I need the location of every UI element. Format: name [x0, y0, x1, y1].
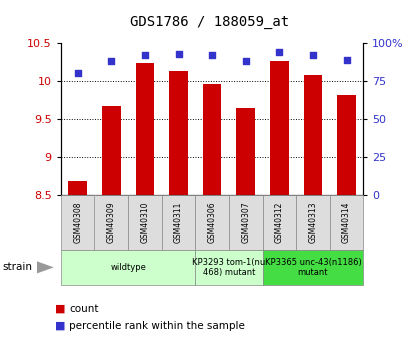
- Bar: [270, 61, 289, 195]
- Point: [310, 52, 316, 58]
- Text: GSM40312: GSM40312: [275, 202, 284, 243]
- Text: GSM40314: GSM40314: [342, 202, 351, 243]
- Point: [343, 57, 350, 62]
- Bar: [102, 106, 121, 195]
- Text: GSM40308: GSM40308: [73, 202, 82, 243]
- Polygon shape: [37, 262, 54, 273]
- Text: wildtype: wildtype: [110, 263, 146, 272]
- Text: count: count: [69, 304, 99, 314]
- Point: [175, 51, 182, 57]
- Text: KP3365 unc-43(n1186)
mutant: KP3365 unc-43(n1186) mutant: [265, 258, 361, 277]
- Bar: [236, 108, 255, 195]
- Bar: [304, 75, 322, 195]
- Point: [242, 59, 249, 64]
- Bar: [169, 71, 188, 195]
- Point: [74, 71, 81, 76]
- Point: [209, 52, 215, 58]
- Point: [108, 59, 115, 64]
- Point: [276, 49, 283, 55]
- Text: ■: ■: [55, 321, 65, 331]
- Point: [142, 52, 148, 58]
- Text: ■: ■: [55, 304, 65, 314]
- Text: GSM40311: GSM40311: [174, 202, 183, 243]
- Text: percentile rank within the sample: percentile rank within the sample: [69, 321, 245, 331]
- Text: strain: strain: [2, 263, 32, 272]
- Text: GDS1786 / 188059_at: GDS1786 / 188059_at: [131, 16, 289, 29]
- Text: GSM40307: GSM40307: [241, 202, 250, 243]
- Bar: [136, 63, 154, 195]
- Text: GSM40309: GSM40309: [107, 202, 116, 243]
- Text: GSM40306: GSM40306: [207, 202, 217, 243]
- Text: KP3293 tom-1(nu
468) mutant: KP3293 tom-1(nu 468) mutant: [192, 258, 265, 277]
- Bar: [337, 95, 356, 195]
- Text: GSM40310: GSM40310: [140, 202, 150, 243]
- Bar: [203, 84, 221, 195]
- Bar: [68, 181, 87, 195]
- Text: GSM40313: GSM40313: [308, 202, 318, 243]
